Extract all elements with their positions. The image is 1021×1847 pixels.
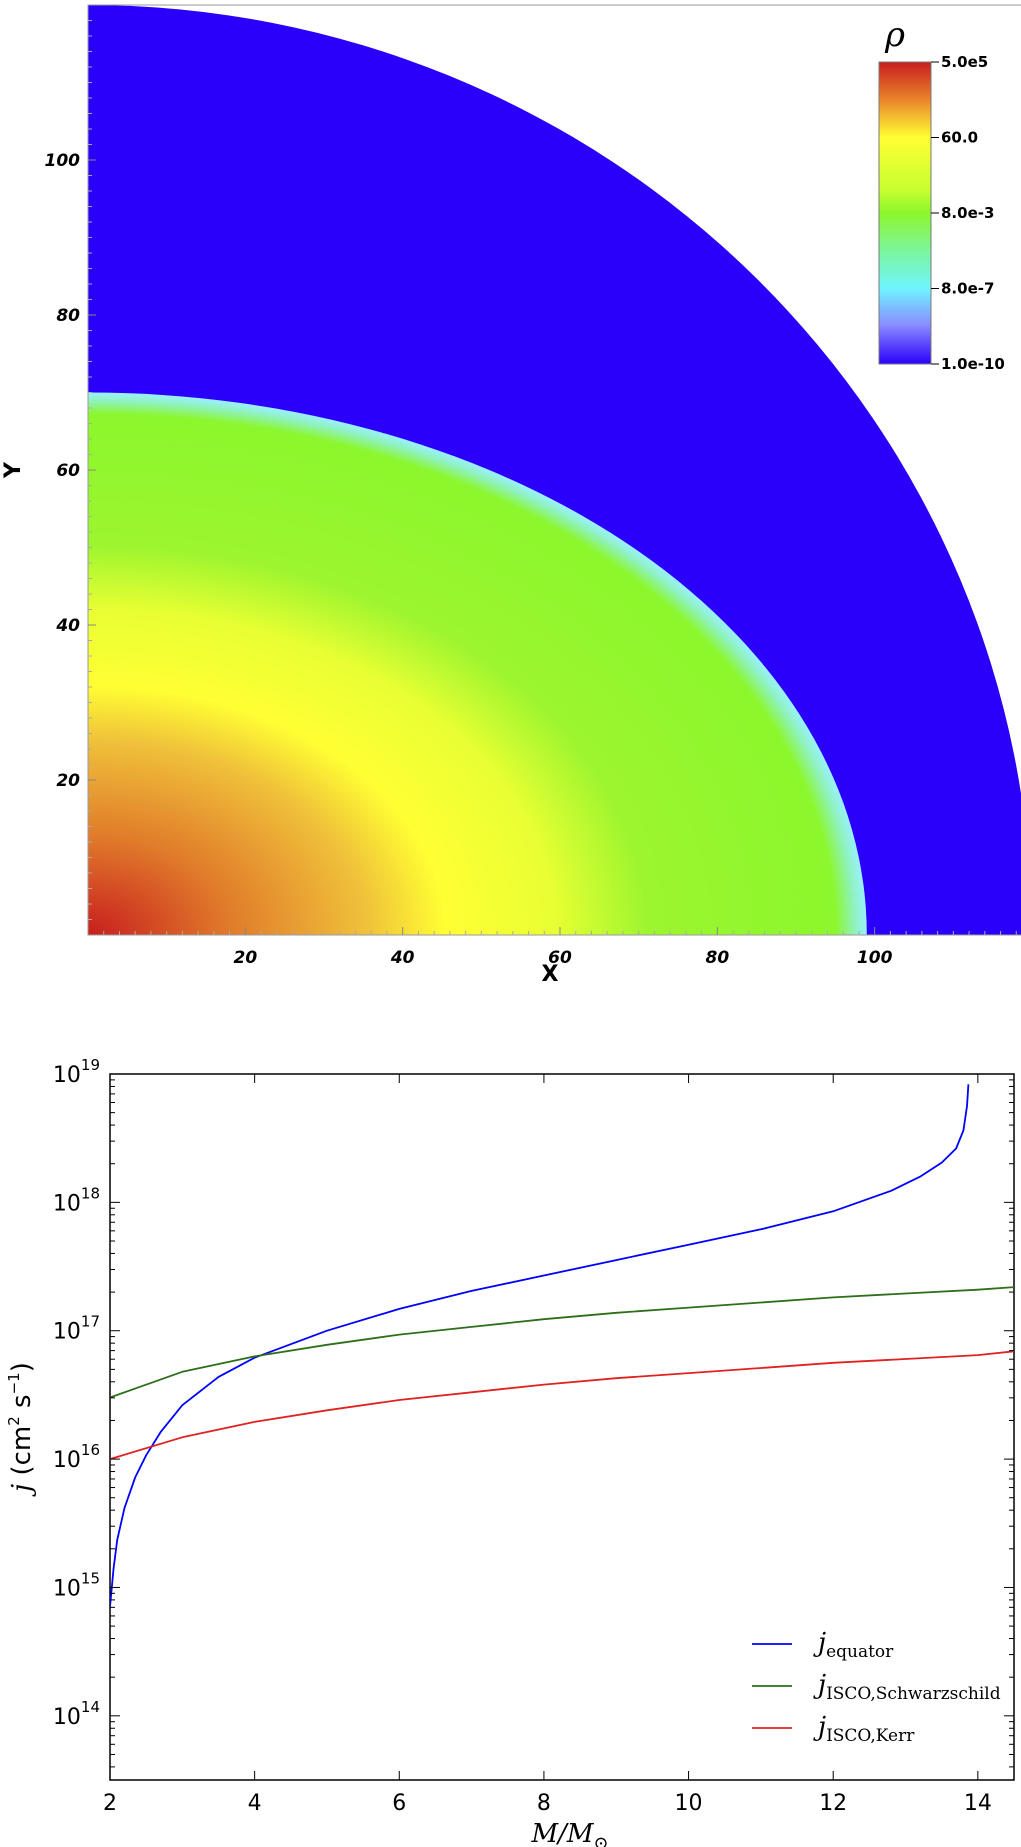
y-tick-label: 1019 — [53, 1056, 100, 1088]
heatmap-x-tick-label: 60 — [548, 948, 572, 968]
star-density-region — [88, 392, 867, 935]
x-tick-label: 12 — [819, 1791, 847, 1816]
series-line-isco-kerr — [110, 1350, 1014, 1460]
heatmap-x-tick-label: 80 — [705, 948, 729, 968]
y-tick-label: 1015 — [53, 1569, 100, 1601]
heatmap-y-tick-label: 40 — [55, 616, 80, 636]
y-axis-ticks: 1014 1015 1016 1017 1018 1019 — [53, 1056, 1014, 1768]
x-axis-title: M/M⊙ — [530, 1819, 608, 1847]
colorbar-tick-label: 1.0e-10 — [941, 355, 1005, 373]
y-tick-label: 1014 — [53, 1698, 100, 1730]
series-line-isco-schwarzschild — [110, 1286, 1014, 1399]
x-axis-ticks: 2 4 6 8 10 12 14 — [103, 1074, 992, 1816]
x-tick-label: 4 — [248, 1791, 262, 1816]
heatmap-y-tick-label: 80 — [56, 306, 80, 326]
colorbar-gradient — [878, 61, 932, 365]
colorbar-ticks: 5.0e5 60.0 8.0e-3 8.0e-7 1.0e-10 — [931, 53, 1005, 373]
colorbar-tick-label: 5.0e5 — [941, 53, 988, 71]
heatmap-y-tick-label: 60 — [56, 461, 80, 481]
heatmap-y-tick-label: 100 — [45, 151, 81, 171]
density-heatmap-panel: 20 40 60 80 100 20 40 60 80 100 X Y ρ 5.0e5 60.0 8… — [1, 4, 1021, 987]
plot-frame — [109, 1073, 1015, 1781]
y-tick-label: 1016 — [53, 1441, 100, 1473]
heatmap-x-tick-label: 40 — [390, 948, 415, 968]
heatmap-x-tick-label: 20 — [233, 948, 257, 968]
y-tick-label: 1017 — [53, 1313, 100, 1345]
series-lines — [110, 1084, 1014, 1607]
x-tick-label: 8 — [537, 1791, 551, 1816]
x-tick-label: 6 — [392, 1791, 406, 1816]
x-tick-label: 2 — [103, 1791, 117, 1816]
heatmap-x-axis-title: X — [542, 962, 559, 987]
heatmap-x-tick-label: 100 — [857, 948, 893, 968]
y-tick-label: 1018 — [53, 1184, 100, 1216]
y-axis-title: j (cm2 s−1) — [5, 1362, 37, 1497]
x-tick-label: 14 — [964, 1791, 992, 1816]
series-line-equator — [110, 1084, 970, 1607]
x-tick-label: 10 — [675, 1791, 703, 1816]
angular-momentum-panel: 2 4 6 8 10 12 14 1014 1015 1016 1017 1018 1019 M/M⊙… — [5, 1056, 1015, 1847]
colorbar-tick-label: 8.0e-7 — [941, 280, 994, 298]
colorbar-label: ρ — [884, 15, 905, 55]
heatmap-y-axis-title: Y — [1, 461, 26, 479]
heatmap-y-tick-label: 20 — [56, 771, 80, 791]
colorbar-tick-label: 8.0e-3 — [941, 204, 994, 222]
heatmap-x-ticks: 20 40 60 80 100 — [103, 927, 1017, 968]
colorbar: ρ 5.0e5 60.0 8.0e-3 8.0e-7 1.0e-10 — [878, 15, 1005, 373]
heatmap-y-ticks: 20 40 60 80 100 — [45, 20, 96, 920]
colorbar-tick-label: 60.0 — [941, 129, 978, 147]
